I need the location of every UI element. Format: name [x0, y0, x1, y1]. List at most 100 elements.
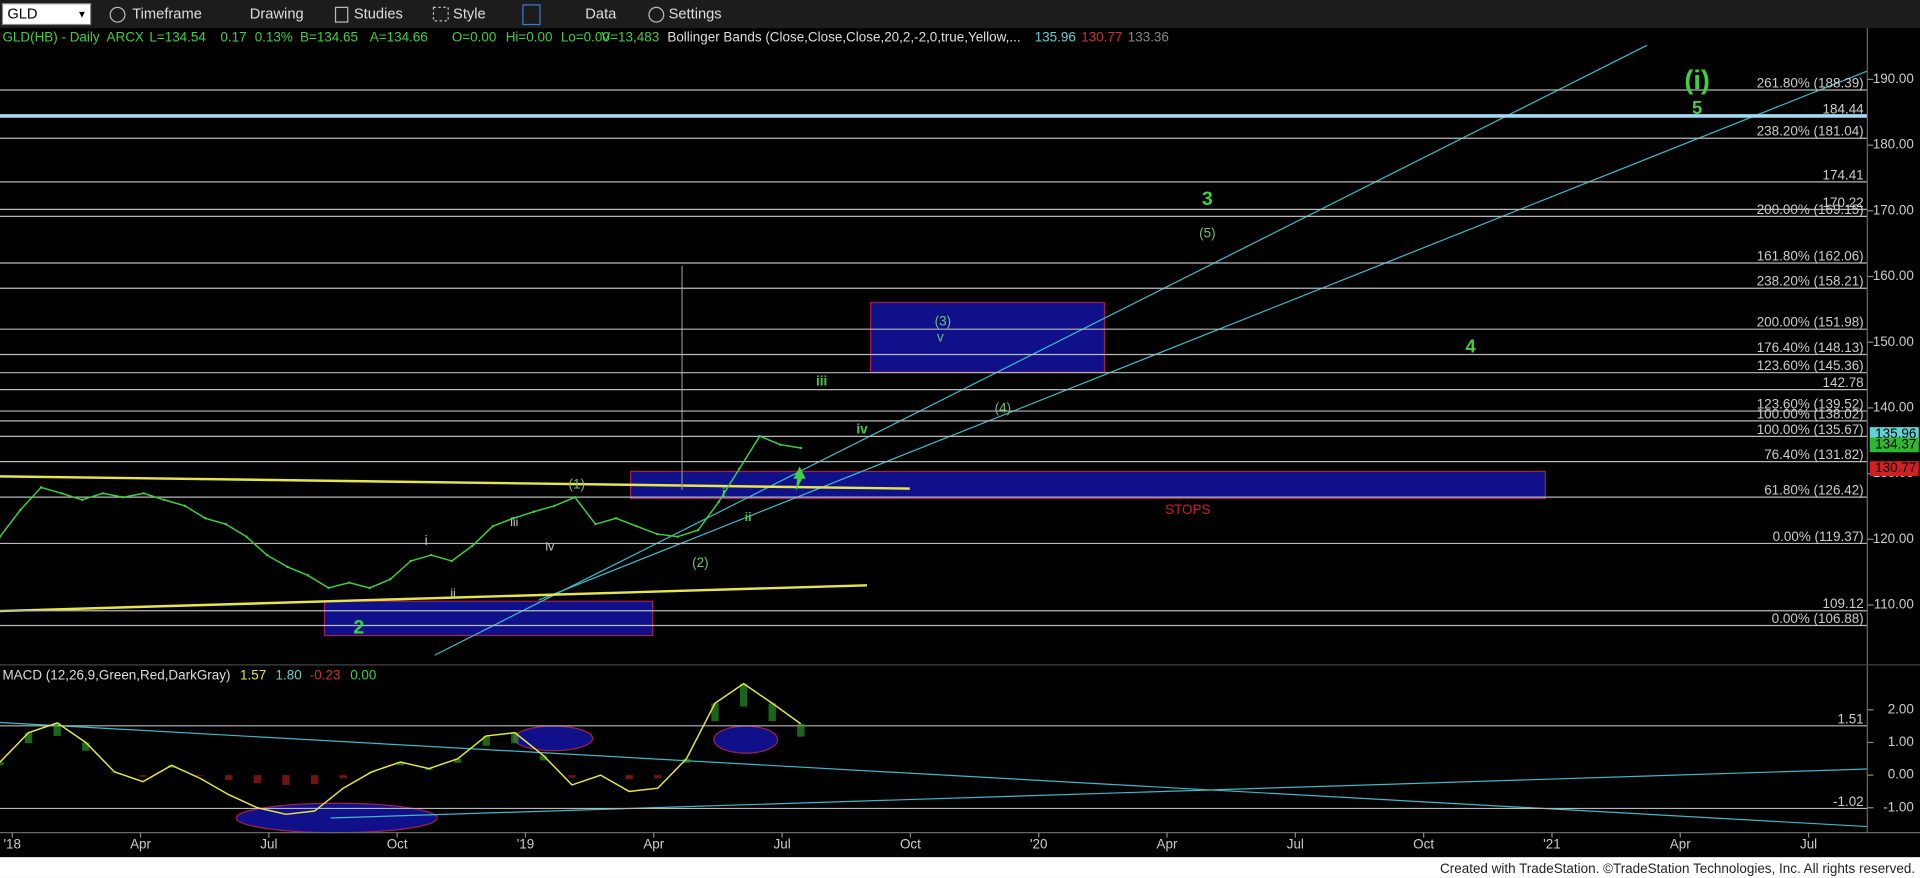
- wave-label: (4): [995, 401, 1011, 416]
- level-label: 161.80% (162.06): [1757, 248, 1864, 263]
- header-item: A=134.66: [370, 30, 428, 45]
- icon: [648, 6, 665, 23]
- wave-label: iv: [856, 421, 868, 436]
- macd-hist: [711, 703, 719, 722]
- macd-ellipse: [513, 725, 594, 752]
- toolbar-button[interactable]: Settings: [669, 7, 722, 23]
- wave-label: i: [722, 486, 725, 500]
- x-tick-label: Jul: [260, 836, 277, 851]
- y-tick-label: 0.00: [1888, 767, 1914, 782]
- wave-label: 5: [1692, 97, 1702, 118]
- price-point: [347, 581, 351, 584]
- wave-label: v: [937, 330, 944, 345]
- price-point: [491, 524, 495, 528]
- price-point: [614, 517, 618, 520]
- header-item: Hi=0.00: [506, 30, 553, 45]
- y-tick-label: 180.00: [1873, 137, 1914, 152]
- wave-label: 4: [1466, 336, 1477, 357]
- price-point: [779, 443, 782, 446]
- wave-labels: (i) 5 3 (5) (3) v iii iv (4) 4 (1) i iii…: [353, 65, 1710, 638]
- macd-hist: [568, 775, 576, 778]
- x-tick-label: Jul: [1800, 836, 1817, 851]
- trend-line: [538, 70, 1868, 601]
- header-item: 0.17: [220, 30, 246, 45]
- level-label: 100.00% (138.02): [1757, 406, 1864, 421]
- level-label: 200.00% (151.98): [1757, 315, 1864, 330]
- toolbar-icons: [109, 4, 665, 26]
- price-point: [19, 508, 22, 511]
- price-point: [286, 565, 289, 569]
- x-tick-label: Jul: [773, 836, 790, 851]
- x-tick-label: '19: [517, 836, 535, 851]
- price-point: [60, 492, 63, 495]
- wave-label: (3): [935, 314, 951, 329]
- trend-line: [0, 475, 910, 490]
- macd-hist: [24, 732, 33, 744]
- macd-hist: [739, 683, 748, 707]
- x-tick-label: '18: [3, 836, 21, 851]
- price-point: [409, 559, 412, 563]
- y-tick-label: 160.00: [1873, 268, 1914, 283]
- price-point: [573, 496, 577, 499]
- price-point: [80, 498, 84, 502]
- macd-line: [0, 682, 802, 816]
- macd-header: MACD (12,26,9,Green,Red,DarkGray) 1.57 1…: [2, 668, 376, 683]
- macd-hist: [253, 775, 262, 784]
- price-header: GLD(HB) - Daily ARCX L=134.54 0.17 0.13%…: [2, 30, 1168, 45]
- price-point: [368, 586, 371, 590]
- price-tag-label: 130.77: [1875, 460, 1916, 475]
- header-item: B=134.65: [300, 30, 358, 45]
- series: [0, 434, 805, 816]
- level-label: 174.41: [1823, 167, 1864, 182]
- macd-hist: [282, 775, 290, 785]
- macd-hist: [396, 762, 405, 766]
- symbol-box[interactable]: [1, 3, 92, 26]
- wave-label: ii: [745, 510, 752, 524]
- macd-hist: [339, 775, 347, 779]
- header-item: 0.13%: [255, 30, 293, 45]
- level-label: 238.20% (181.04): [1757, 124, 1864, 139]
- symbol[interactable]: GLD: [7, 7, 37, 23]
- macd-hist: [482, 735, 490, 746]
- price-point: [594, 522, 597, 526]
- footer: Created with TradeStation. ©TradeStation…: [1440, 861, 1915, 876]
- x-tick-label: Apr: [1670, 836, 1691, 851]
- price-point: [183, 504, 187, 508]
- wave-label: (2): [692, 555, 708, 570]
- icon: [109, 6, 126, 23]
- macd-hist: [0, 762, 4, 766]
- channel-lines: [0, 44, 1868, 828]
- macd-hist: [682, 758, 691, 763]
- x-tick-label: Jul: [1287, 836, 1304, 851]
- target-box: [323, 600, 654, 637]
- toolbar-button[interactable]: Style: [453, 7, 486, 23]
- x-tick-label: Apr: [643, 836, 664, 851]
- wave-label: (i): [1684, 65, 1709, 95]
- toolbar-button[interactable]: Data: [585, 7, 617, 23]
- price-point: [471, 544, 474, 548]
- dropdown-arrow: ▼: [77, 9, 87, 20]
- level-label: -1.02: [1833, 794, 1864, 809]
- y-tick-label: 1.00: [1888, 734, 1914, 749]
- price-point: [163, 498, 166, 502]
- level-label: 238.20% (158.21): [1757, 274, 1864, 289]
- wave-label: 3: [1202, 188, 1213, 210]
- arrow: [793, 466, 806, 492]
- x-tick-label: Oct: [900, 836, 921, 851]
- price-point: [388, 578, 392, 581]
- trend-line: [330, 768, 1868, 819]
- level-label: 61.80% (126.42): [1764, 483, 1863, 498]
- levels: 261.80% (188.39) 184.44 238.20% (181.04) 17…: [0, 75, 1868, 810]
- y-tick-label: 150.00: [1873, 334, 1914, 349]
- level-label: 142.78: [1823, 375, 1864, 390]
- wave-label: iv: [545, 540, 555, 554]
- header-item: Bollinger Bands (Close,Close,Close,20,2,…: [667, 30, 1020, 45]
- toolbar-button[interactable]: Studies: [354, 7, 403, 23]
- y-tick-label: 170.00: [1873, 202, 1914, 217]
- header-item: Lo=0.00: [561, 30, 610, 45]
- toolbar-button[interactable]: Drawing: [250, 7, 304, 23]
- x-tick-label: Apr: [130, 836, 151, 851]
- level-label: 123.60% (139.52): [1757, 397, 1864, 412]
- toolbar-button[interactable]: Timeframe: [132, 7, 202, 23]
